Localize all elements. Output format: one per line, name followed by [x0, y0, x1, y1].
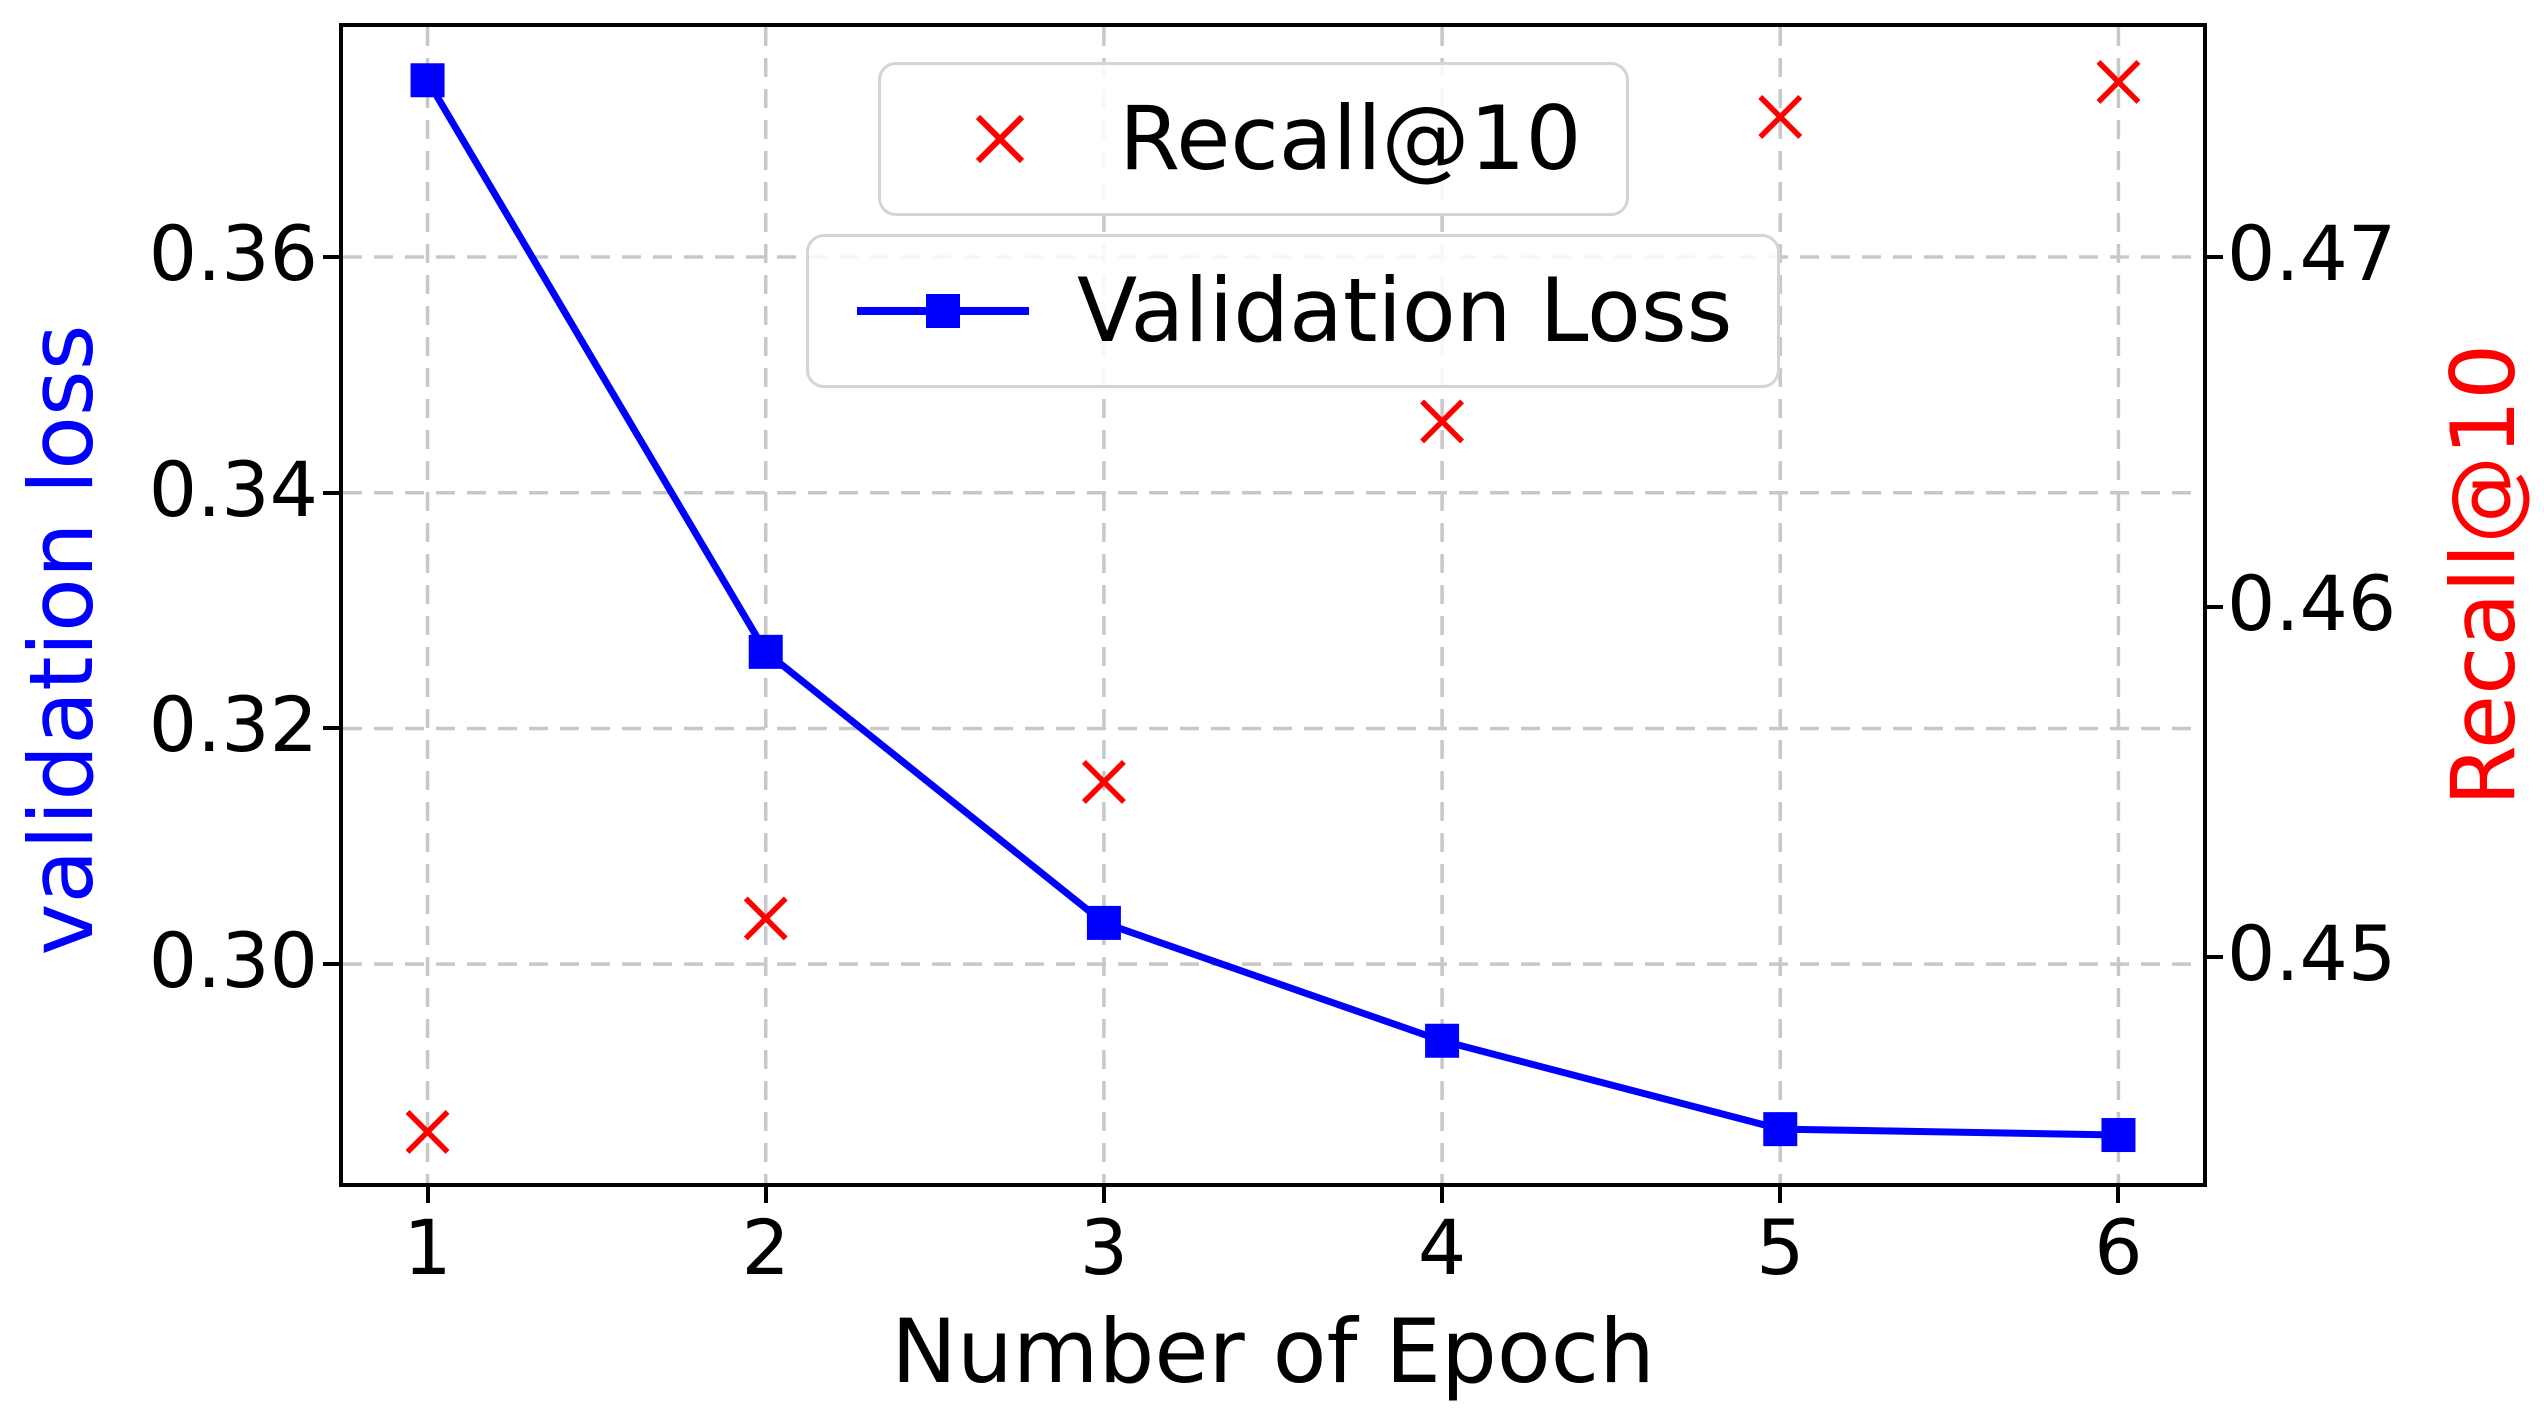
recall-x-marker — [1420, 399, 1465, 444]
x-tick-label: 1 — [403, 1203, 452, 1292]
loss-square-marker — [1763, 1112, 1798, 1147]
right-y-axis-title: Recall@10 — [2432, 343, 2535, 807]
recall-x-marker — [1081, 759, 1126, 804]
left-y-tick — [323, 255, 339, 260]
x-tick — [425, 1187, 430, 1203]
loss-line-marker-icon — [857, 294, 1029, 328]
left-y-axis-title: validation loss — [10, 324, 113, 956]
legend-recall: Recall@10 — [878, 62, 1629, 216]
right-y-tick — [2207, 254, 2223, 259]
x-tick — [763, 1187, 768, 1203]
right-y-tick-label: 0.47 — [2227, 208, 2397, 298]
chart-canvas — [343, 27, 2203, 1183]
right-y-tick-label: 0.45 — [2227, 908, 2397, 998]
recall-x-marker — [743, 896, 788, 941]
x-tick-label: 2 — [741, 1203, 790, 1292]
recall-x-marker — [2096, 60, 2141, 104]
right-y-tick — [2207, 604, 2223, 609]
loss-square-marker — [1425, 1023, 1460, 1058]
recall-x-marker — [1758, 95, 1803, 139]
loss-square-marker — [2101, 1118, 2136, 1153]
loss-square-marker — [748, 634, 783, 669]
right-y-tick-label: 0.46 — [2227, 558, 2397, 648]
x-tick — [2116, 1187, 2121, 1203]
legend-loss-label: Validation Loss — [1077, 259, 1733, 362]
x-tick-label: 3 — [1079, 1203, 1129, 1292]
x-tick — [1101, 1187, 1106, 1203]
legend-loss: Validation Loss — [806, 234, 1780, 388]
left-y-tick-label: 0.34 — [148, 444, 318, 534]
plot-area — [339, 23, 2207, 1187]
validation-loss-line — [424, 78, 2119, 1139]
x-tick-label: 6 — [2094, 1203, 2143, 1292]
right-y-tick — [2207, 954, 2223, 959]
loss-square-marker — [410, 63, 445, 98]
x-axis-title: Number of Epoch — [891, 1300, 1655, 1403]
x-tick-label: 5 — [1756, 1203, 1805, 1292]
x-tick — [1778, 1187, 1783, 1203]
left-y-tick — [323, 726, 339, 731]
left-y-tick-label: 0.32 — [148, 680, 318, 770]
x-tick-label: 4 — [1417, 1203, 1467, 1292]
left-y-tick — [323, 962, 339, 967]
legend-recall-label: Recall@10 — [1119, 87, 1582, 190]
left-y-tick-label: 0.30 — [148, 916, 318, 1006]
left-y-tick-label: 0.36 — [148, 209, 318, 299]
x-tick — [1440, 1187, 1445, 1203]
left-y-tick — [323, 490, 339, 495]
recall-x-marker — [405, 1109, 450, 1154]
loss-square-marker — [1086, 905, 1121, 940]
recall-x-marker-icon — [975, 114, 1025, 164]
